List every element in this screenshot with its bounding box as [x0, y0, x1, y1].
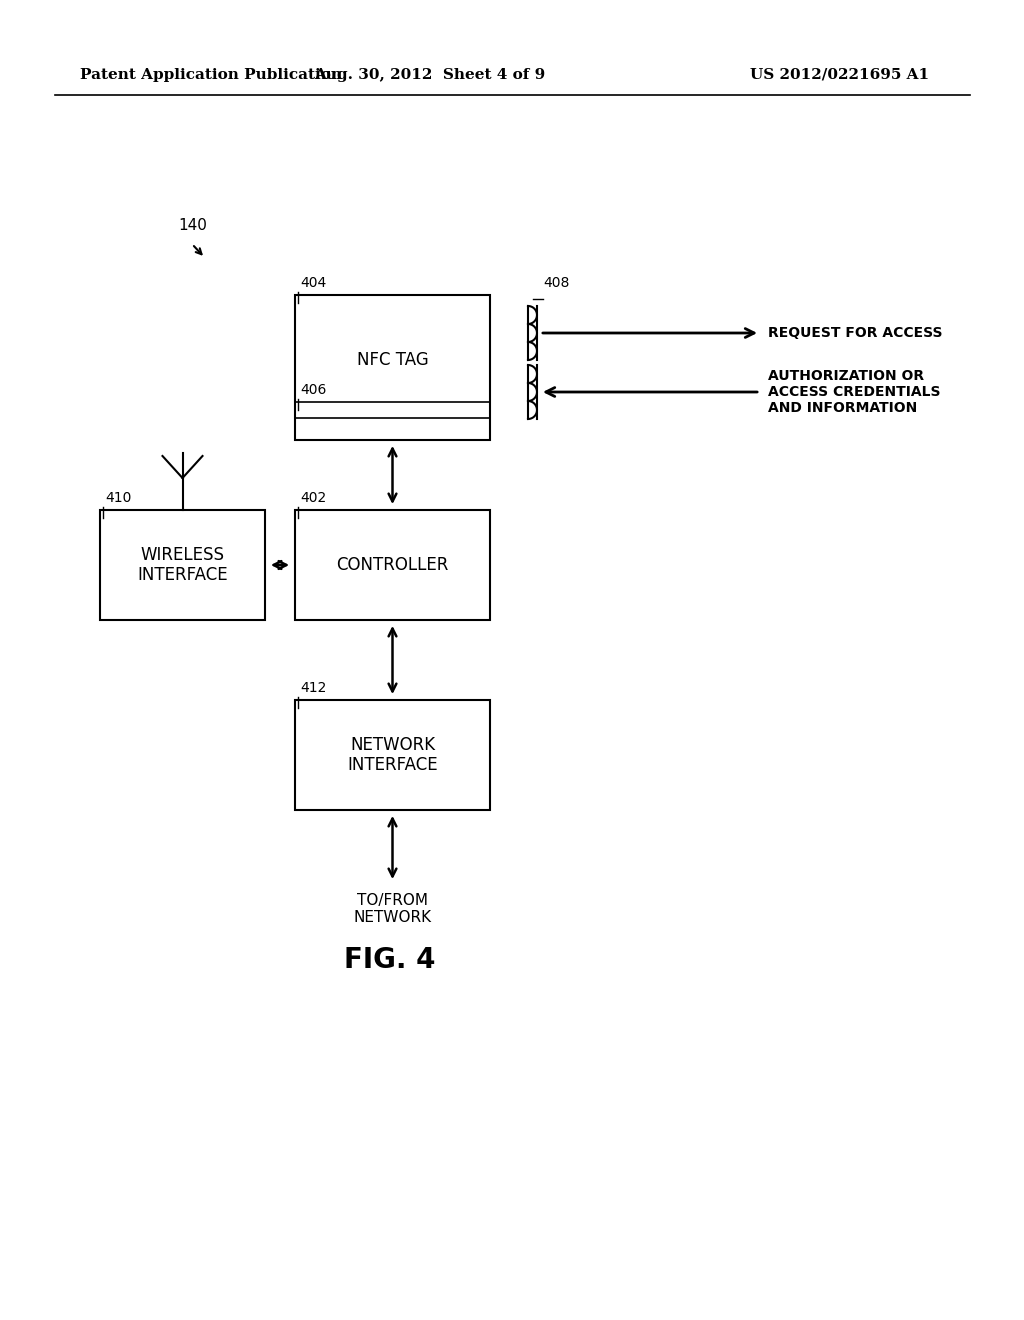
- Text: CONTROLLER: CONTROLLER: [336, 556, 449, 574]
- Text: AUTHORIZATION OR
ACCESS CREDENTIALS
AND INFORMATION: AUTHORIZATION OR ACCESS CREDENTIALS AND …: [768, 368, 940, 416]
- Text: WIRELESS
INTERFACE: WIRELESS INTERFACE: [137, 545, 227, 585]
- Bar: [295, 510, 490, 620]
- Text: 406: 406: [300, 383, 327, 397]
- Bar: [295, 700, 490, 810]
- Text: 140: 140: [178, 218, 207, 232]
- Text: Aug. 30, 2012  Sheet 4 of 9: Aug. 30, 2012 Sheet 4 of 9: [314, 69, 546, 82]
- Bar: [295, 294, 490, 440]
- Text: Patent Application Publication: Patent Application Publication: [80, 69, 342, 82]
- Text: US 2012/0221695 A1: US 2012/0221695 A1: [751, 69, 930, 82]
- Text: 412: 412: [300, 681, 327, 696]
- Text: TO/FROM
NETWORK: TO/FROM NETWORK: [353, 894, 431, 925]
- Text: 410: 410: [105, 491, 131, 506]
- Text: FIG. 4: FIG. 4: [344, 946, 436, 974]
- Text: REQUEST FOR ACCESS: REQUEST FOR ACCESS: [768, 326, 942, 341]
- Text: 408: 408: [543, 276, 569, 290]
- Text: NFC TAG: NFC TAG: [356, 351, 428, 370]
- Text: NETWORK
INTERFACE: NETWORK INTERFACE: [347, 735, 438, 775]
- Text: 402: 402: [300, 491, 327, 506]
- Text: 404: 404: [300, 276, 327, 290]
- Bar: [100, 510, 265, 620]
